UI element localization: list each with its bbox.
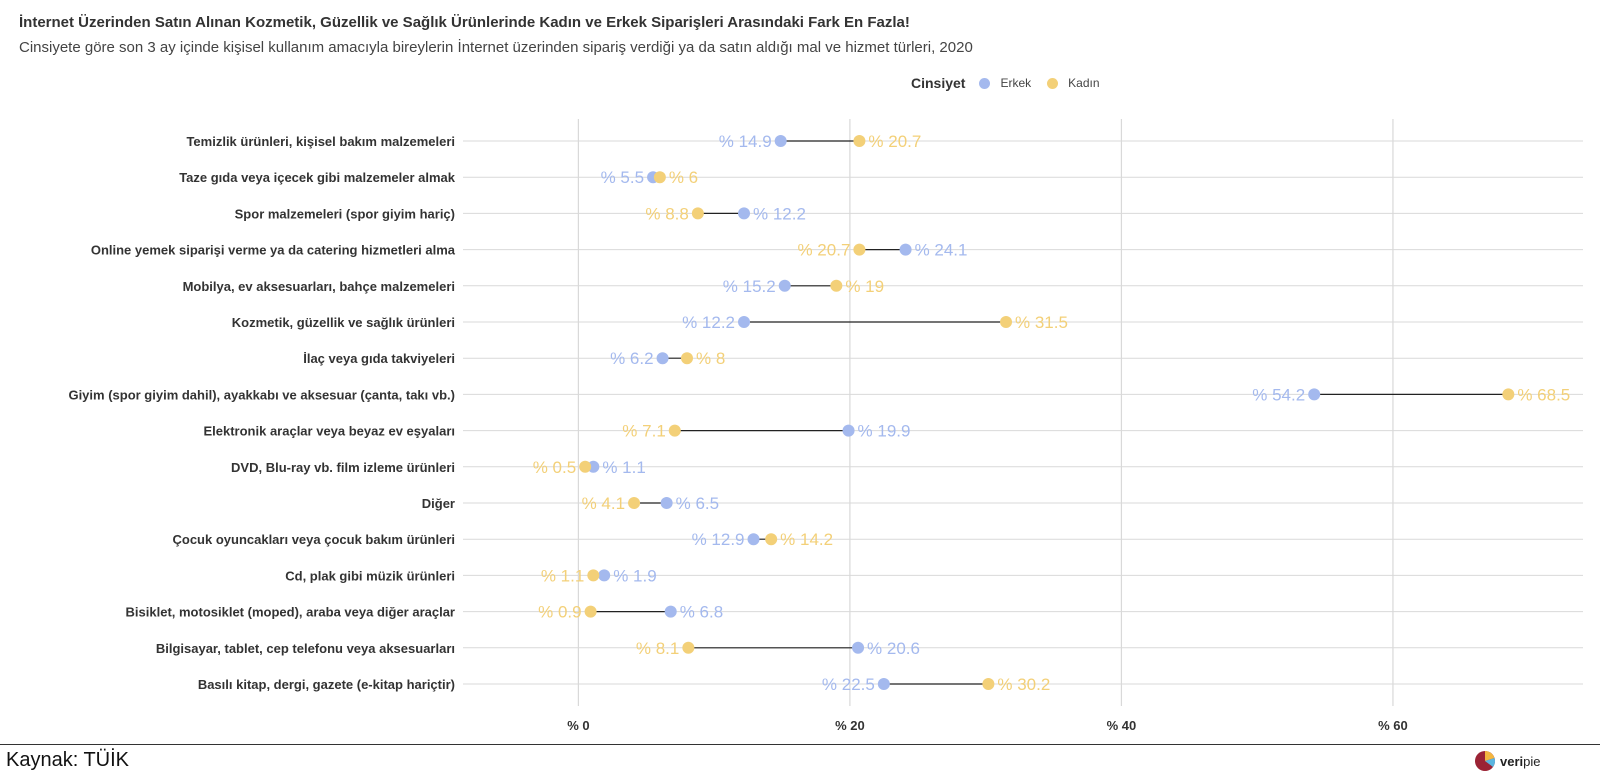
footer-divider xyxy=(0,744,1600,745)
category-label: Mobilya, ev aksesuarları, bahçe malzemel… xyxy=(183,279,455,294)
category-label: DVD, Blu-ray vb. film izleme ürünleri xyxy=(231,460,455,475)
point-erkek xyxy=(778,279,791,292)
point-erkek xyxy=(852,641,865,654)
point-kadin xyxy=(853,135,866,147)
legend-item-kadin: Kadın xyxy=(1047,76,1100,90)
point-erkek xyxy=(899,243,912,256)
category-label: Kozmetik, güzellik ve sağlık ürünleri xyxy=(232,315,455,330)
data-label-erkek: % 5.5 xyxy=(601,168,644,187)
veripie-logo: veripie xyxy=(1474,750,1541,772)
data-label-kadin: % 31.5 xyxy=(1015,313,1068,332)
data-label-erkek: % 6.2 xyxy=(610,349,653,368)
data-label-kadin: % 68.5 xyxy=(1517,385,1570,404)
chart-title: İnternet Üzerinden Satın Alınan Kozmetik… xyxy=(19,14,910,31)
point-erkek xyxy=(877,678,890,690)
legend-dot-kadin-icon xyxy=(1047,77,1059,89)
data-label-kadin: % 20.7 xyxy=(797,241,850,260)
data-label-kadin: % 4.1 xyxy=(582,494,625,513)
point-kadin xyxy=(982,678,995,690)
data-label-kadin: % 30.2 xyxy=(997,675,1050,694)
data-label-kadin: % 8 xyxy=(696,349,725,368)
legend-label-kadin: Kadın xyxy=(1068,76,1100,90)
point-erkek xyxy=(738,207,751,220)
data-label-kadin: % 8.1 xyxy=(636,639,679,658)
category-label: Bilgisayar, tablet, cep telefonu veya ak… xyxy=(156,641,455,656)
point-kadin xyxy=(587,569,600,582)
data-label-erkek: % 15.2 xyxy=(723,277,776,296)
data-label-erkek: % 19.9 xyxy=(858,422,911,441)
data-label-erkek: % 14.9 xyxy=(719,132,772,151)
data-label-erkek: % 12.9 xyxy=(692,530,745,549)
point-erkek xyxy=(842,424,855,437)
point-kadin xyxy=(668,424,681,437)
data-label-erkek: % 20.6 xyxy=(867,639,920,658)
dumbbell-chart: % 0 % 20 % 40 % 60 Temizlik ürünleri, kişise… xyxy=(68,119,1583,733)
point-erkek xyxy=(664,605,677,618)
point-erkek xyxy=(774,135,787,147)
point-erkek xyxy=(660,497,673,509)
category-label: Temizlik ürünleri, kişisel bakım malzeme… xyxy=(186,134,455,149)
data-label-erkek: % 22.5 xyxy=(822,675,875,694)
point-kadin xyxy=(830,279,843,292)
category-label: Online yemek siparişi verme ya da cateri… xyxy=(91,243,456,258)
category-label: Elektronik araçlar veya beyaz ev eşyalar… xyxy=(203,424,455,439)
data-label-kadin: % 0.9 xyxy=(538,603,581,622)
category-label: Basılı kitap, dergi, gazete (e-kitap har… xyxy=(198,677,455,692)
data-label-erkek: % 1.9 xyxy=(613,566,656,585)
legend-dot-erkek-icon xyxy=(979,77,991,89)
data-label-kadin: % 20.7 xyxy=(868,132,921,151)
point-kadin xyxy=(1502,388,1515,401)
category-label: Diğer xyxy=(422,496,455,511)
point-kadin xyxy=(584,605,597,618)
data-label-erkek: % 6.5 xyxy=(676,494,719,513)
point-kadin xyxy=(579,460,592,473)
legend-label-erkek: Erkek xyxy=(1000,76,1032,90)
data-label-erkek: % 12.2 xyxy=(682,313,735,332)
point-kadin xyxy=(1000,316,1013,328)
x-tick-label: % 40 xyxy=(1107,718,1137,733)
point-erkek xyxy=(1308,388,1321,401)
category-label: Taze gıda veya içecek gibi malzemeler al… xyxy=(179,170,456,185)
category-label: Cd, plak gibi müzik ürünleri xyxy=(285,568,455,583)
data-label-erkek: % 12.2 xyxy=(753,204,806,223)
chart-subtitle: Cinsiyete göre son 3 ay içinde kişisel k… xyxy=(19,39,973,56)
data-label-erkek: % 24.1 xyxy=(915,241,968,260)
point-kadin xyxy=(628,497,641,509)
data-label-kadin: % 8.8 xyxy=(645,204,688,223)
x-tick-label: % 20 xyxy=(835,718,865,733)
point-kadin xyxy=(682,641,695,654)
point-kadin xyxy=(653,171,666,184)
data-label-erkek: % 1.1 xyxy=(602,458,645,477)
data-label-kadin: % 6 xyxy=(669,168,698,187)
data-label-kadin: % 14.2 xyxy=(780,530,833,549)
logo-text: veripie xyxy=(1500,753,1541,769)
data-label-kadin: % 19 xyxy=(845,277,884,296)
legend-title: Cinsiyet xyxy=(911,75,966,91)
point-kadin xyxy=(853,243,866,256)
data-label-kadin: % 7.1 xyxy=(622,422,665,441)
x-tick-label: % 0 xyxy=(567,718,589,733)
category-label: Giyim (spor giyim dahil), ayakkabı ve ak… xyxy=(68,387,455,402)
data-label-kadin: % 0.5 xyxy=(533,458,576,477)
data-label-erkek: % 54.2 xyxy=(1252,385,1305,404)
category-label: Çocuk oyuncakları veya çocuk bakım ürünl… xyxy=(172,532,455,547)
legend-item-erkek: Erkek xyxy=(979,76,1031,90)
point-erkek xyxy=(747,533,760,546)
data-label-kadin: % 1.1 xyxy=(541,566,584,585)
point-kadin xyxy=(691,207,704,220)
category-label: Spor malzemeleri (spor giyim hariç) xyxy=(235,206,455,221)
source-note: Kaynak: TÜİK xyxy=(6,749,130,771)
category-label: Bisiklet, motosiklet (moped), araba veya… xyxy=(126,605,455,620)
point-kadin xyxy=(681,352,693,365)
point-kadin xyxy=(765,533,778,546)
category-label: İlaç veya gıda takviyeleri xyxy=(303,351,455,366)
legend: Cinsiyet Erkek Kadın xyxy=(911,75,1116,91)
point-erkek xyxy=(656,352,669,365)
point-erkek xyxy=(598,569,611,582)
data-label-erkek: % 6.8 xyxy=(680,603,723,622)
x-tick-label: % 60 xyxy=(1378,718,1408,733)
pie-logo-icon xyxy=(1475,751,1495,771)
point-erkek xyxy=(738,316,751,328)
